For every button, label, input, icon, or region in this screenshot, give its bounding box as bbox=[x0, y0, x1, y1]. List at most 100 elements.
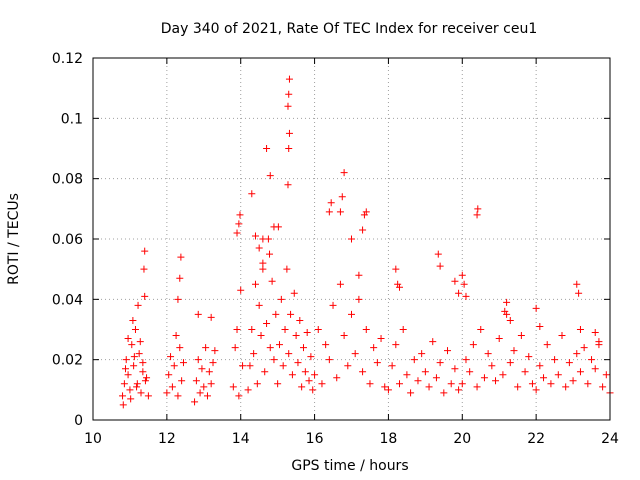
data-point bbox=[178, 377, 186, 385]
data-point bbox=[272, 310, 280, 318]
y-axis-label: ROTI / TECUs bbox=[6, 193, 22, 285]
data-point bbox=[591, 329, 599, 337]
data-point bbox=[296, 316, 304, 324]
data-point bbox=[532, 386, 540, 394]
data-point bbox=[474, 205, 482, 213]
y-tick-label: 0.06 bbox=[52, 232, 83, 248]
data-point bbox=[290, 289, 298, 297]
data-point bbox=[355, 295, 363, 303]
data-point bbox=[351, 350, 359, 358]
data-point bbox=[329, 301, 337, 309]
data-point bbox=[235, 220, 243, 228]
data-point bbox=[576, 368, 584, 376]
data-point bbox=[207, 313, 215, 321]
data-point bbox=[192, 377, 200, 385]
data-point bbox=[124, 335, 132, 343]
data-point bbox=[421, 368, 429, 376]
data-point bbox=[205, 368, 213, 376]
data-point bbox=[233, 326, 241, 333]
data-point bbox=[410, 356, 418, 364]
data-point bbox=[257, 332, 265, 340]
data-point bbox=[309, 386, 317, 394]
data-point bbox=[176, 274, 184, 282]
data-point bbox=[301, 368, 309, 376]
data-point bbox=[134, 301, 142, 309]
data-point bbox=[209, 359, 217, 367]
data-point bbox=[277, 295, 285, 303]
data-point bbox=[233, 229, 241, 237]
data-point bbox=[506, 359, 514, 367]
data-point bbox=[344, 362, 352, 370]
data-point bbox=[466, 368, 474, 376]
data-point bbox=[462, 356, 470, 364]
x-tick-label: 24 bbox=[601, 431, 619, 447]
data-point bbox=[325, 208, 333, 216]
data-point bbox=[203, 392, 211, 400]
data-point bbox=[588, 356, 596, 364]
data-point bbox=[384, 386, 392, 394]
data-point bbox=[458, 380, 466, 388]
data-point bbox=[266, 250, 274, 258]
data-point bbox=[311, 371, 319, 379]
data-point bbox=[283, 265, 291, 273]
data-point bbox=[340, 332, 348, 340]
data-point bbox=[266, 344, 274, 352]
y-tick-label: 0 bbox=[74, 413, 83, 429]
data-point bbox=[396, 283, 404, 291]
data-point bbox=[360, 211, 368, 219]
x-tick-label: 10 bbox=[84, 431, 102, 447]
data-point bbox=[322, 341, 330, 349]
x-tick-label: 16 bbox=[306, 431, 324, 447]
data-point bbox=[469, 341, 477, 349]
x-tick-label: 14 bbox=[232, 431, 250, 447]
data-point bbox=[399, 326, 407, 333]
data-point bbox=[259, 265, 267, 273]
data-point bbox=[362, 326, 370, 333]
data-point bbox=[451, 365, 459, 373]
data-point bbox=[200, 383, 208, 391]
data-point bbox=[340, 169, 348, 177]
data-point bbox=[492, 377, 500, 385]
data-point bbox=[591, 365, 599, 373]
data-point bbox=[198, 365, 206, 373]
data-point bbox=[163, 389, 171, 397]
data-point bbox=[194, 310, 202, 318]
data-point bbox=[506, 316, 514, 324]
data-point bbox=[336, 208, 344, 216]
data-point bbox=[266, 172, 274, 180]
data-point bbox=[128, 341, 136, 349]
data-points bbox=[119, 75, 614, 409]
data-point bbox=[288, 371, 296, 379]
data-point bbox=[263, 319, 271, 327]
data-point bbox=[432, 374, 440, 382]
data-point bbox=[532, 304, 540, 312]
data-point bbox=[285, 129, 293, 137]
data-point bbox=[231, 344, 239, 352]
data-point bbox=[488, 362, 496, 370]
tick-labels: 10 12 14 16 18 20 22 24 0 0.02 0.04 0.06 0.08 0.1 0.12 bbox=[52, 51, 619, 447]
data-point bbox=[602, 371, 610, 379]
data-point bbox=[543, 341, 551, 349]
data-point bbox=[528, 380, 536, 388]
data-point bbox=[255, 301, 263, 309]
data-point bbox=[510, 347, 518, 355]
data-point bbox=[279, 362, 287, 370]
data-point bbox=[451, 277, 459, 285]
data-point bbox=[122, 356, 130, 364]
data-point bbox=[284, 181, 292, 189]
data-point bbox=[429, 338, 437, 346]
data-point bbox=[136, 338, 144, 346]
data-point bbox=[495, 335, 503, 343]
data-point bbox=[338, 193, 346, 201]
data-point bbox=[137, 389, 145, 397]
data-point bbox=[239, 362, 247, 370]
data-point bbox=[370, 344, 378, 352]
data-point bbox=[130, 362, 138, 370]
x-tick-label: 20 bbox=[453, 431, 471, 447]
data-point bbox=[261, 368, 269, 376]
data-point bbox=[135, 350, 143, 358]
data-point bbox=[418, 350, 426, 358]
data-point bbox=[235, 392, 243, 400]
data-point bbox=[237, 286, 245, 294]
